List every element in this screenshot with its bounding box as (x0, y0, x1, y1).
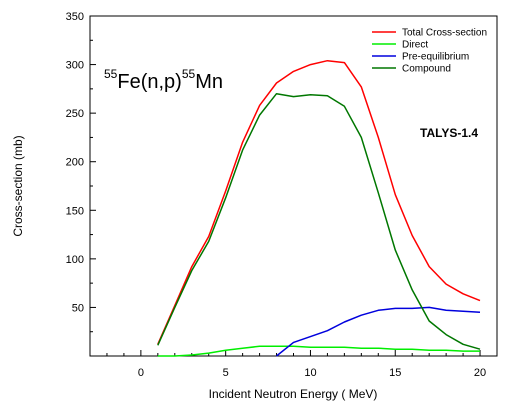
legend-label: Direct (402, 40, 428, 51)
legend-label: Compound (402, 64, 451, 75)
y-tick-label: 250 (66, 108, 84, 120)
x-axis: 0 5 10 15 20 (89, 350, 498, 379)
series-line-3 (276, 306, 481, 357)
series-line-2 (157, 345, 480, 357)
legend-label: Pre-equilibrium (402, 52, 469, 63)
y-tick-label: 100 (66, 254, 84, 266)
y-tick-label: 150 (66, 205, 84, 217)
y-tick-label: 300 (66, 60, 84, 72)
x-tick-label: 0 (138, 367, 144, 379)
x-tick-label: 15 (389, 367, 401, 379)
series-line-1 (157, 59, 481, 345)
y-axis-title: Cross-section (mb) (11, 135, 25, 236)
reaction-mass-1: 55 (104, 67, 118, 81)
y-tick-label: 200 (66, 157, 84, 169)
series-line-4 (157, 92, 481, 350)
x-tick-label: 5 (223, 367, 229, 379)
reaction-element-1: Fe(n,p) (117, 71, 181, 93)
y-axis: 50 100 150 200 250 300 350 (66, 11, 96, 333)
reaction-mass-2: 55 (182, 67, 196, 81)
x-axis-title: Incident Neutron Energy ( MeV) (209, 387, 378, 401)
y-tick-label: 350 (66, 11, 84, 23)
legend-label: Total Cross-section (402, 28, 487, 39)
x-tick-label: 10 (304, 367, 316, 379)
code-annotation: TALYS-1.4 (420, 126, 478, 140)
y-tick-label: 50 (72, 302, 84, 314)
x-tick-label: 20 (474, 367, 486, 379)
series-layer (157, 59, 481, 357)
reaction-annotation: 55Fe(n,p)55Mn (104, 67, 223, 93)
reaction-element-2: Mn (195, 71, 223, 93)
legend: Total Cross-sectionDirectPre-equilibrium… (372, 28, 487, 75)
